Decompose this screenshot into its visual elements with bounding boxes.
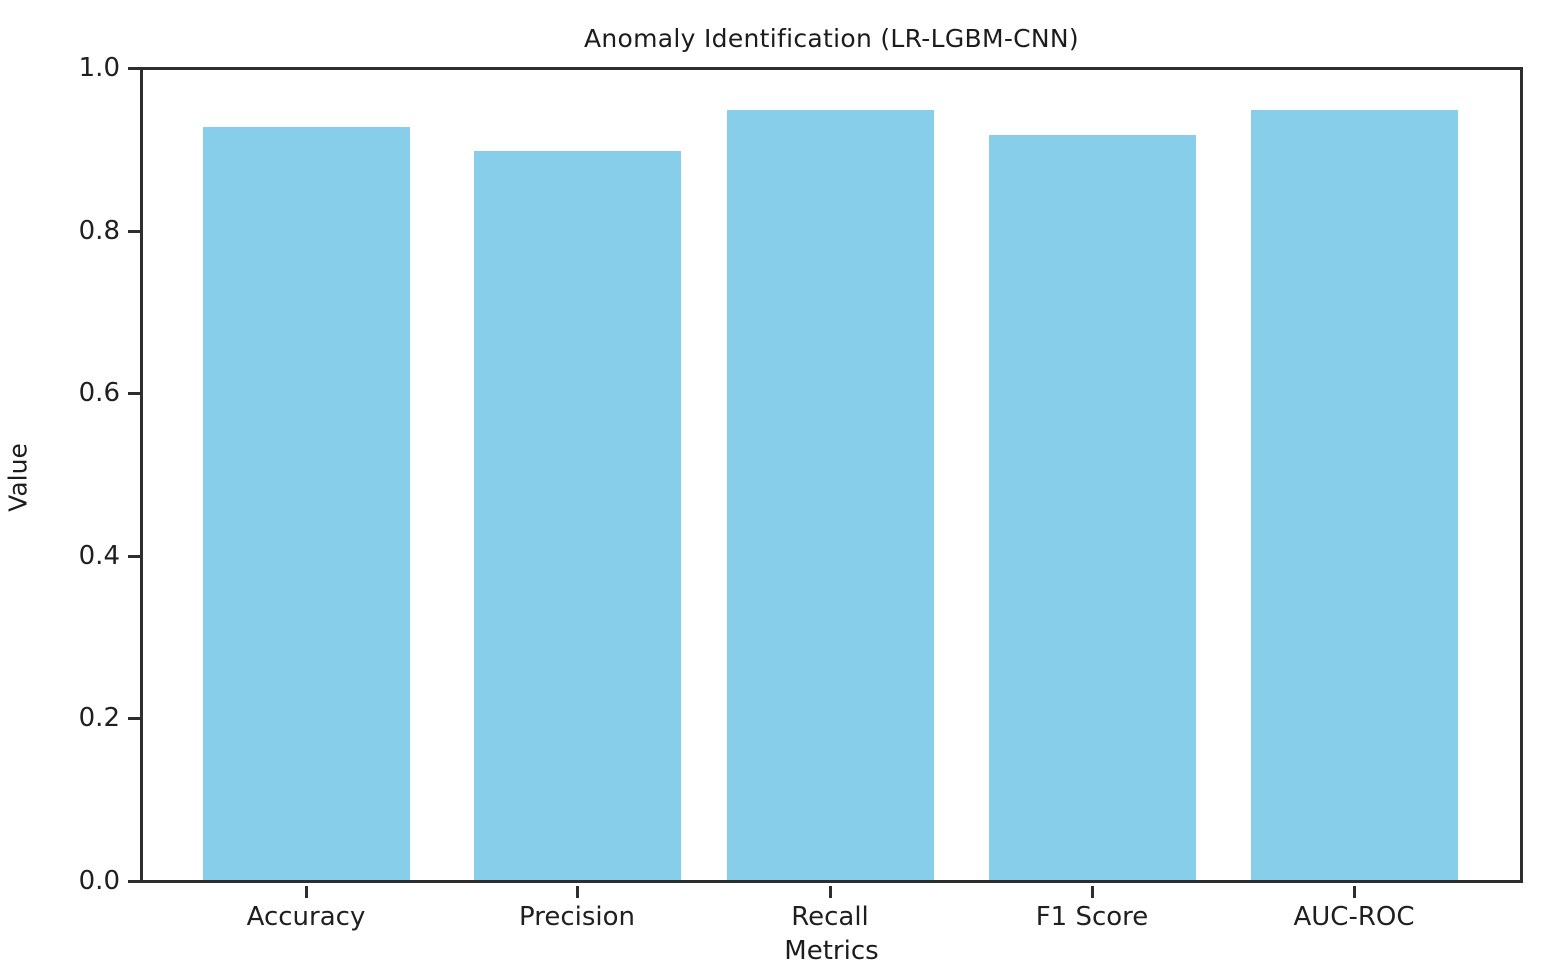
y-axis-label: Value xyxy=(3,443,33,512)
y-tick-label: 0.4 xyxy=(78,541,120,571)
y-tick-mark xyxy=(128,880,140,883)
y-tick-mark xyxy=(128,392,140,395)
x-tick-label: Accuracy xyxy=(246,902,366,932)
x-tick-mark xyxy=(1353,886,1356,898)
bar-precision xyxy=(473,151,681,880)
bar-recall xyxy=(726,110,934,880)
y-tick-label: 1.0 xyxy=(78,53,120,83)
bar-accuracy xyxy=(202,127,410,880)
y-tick-mark xyxy=(128,230,140,233)
x-tick-mark xyxy=(305,886,308,898)
x-tick-label: AUC-ROC xyxy=(1293,902,1415,932)
y-tick-label: 0.2 xyxy=(78,703,120,733)
x-tick-label: F1 Score xyxy=(1035,902,1149,932)
x-tick-label: Precision xyxy=(518,902,635,932)
bar-auc-roc xyxy=(1250,110,1458,880)
chart-title: Anomaly Identification (LR-LGBM-CNN) xyxy=(584,24,1079,53)
x-tick-mark xyxy=(1091,886,1094,898)
y-tick-label: 0.0 xyxy=(78,866,120,896)
plot-area xyxy=(140,67,1523,883)
y-tick-mark xyxy=(128,67,140,70)
y-tick-mark xyxy=(128,555,140,558)
x-tick-mark xyxy=(829,886,832,898)
y-tick-mark xyxy=(128,717,140,720)
x-tick-mark xyxy=(576,886,579,898)
y-tick-label: 0.8 xyxy=(78,216,120,246)
x-axis-label: Metrics xyxy=(784,936,879,966)
y-tick-label: 0.6 xyxy=(78,378,120,408)
bar-f1-score xyxy=(988,135,1196,880)
x-tick-label: Recall xyxy=(791,902,869,932)
